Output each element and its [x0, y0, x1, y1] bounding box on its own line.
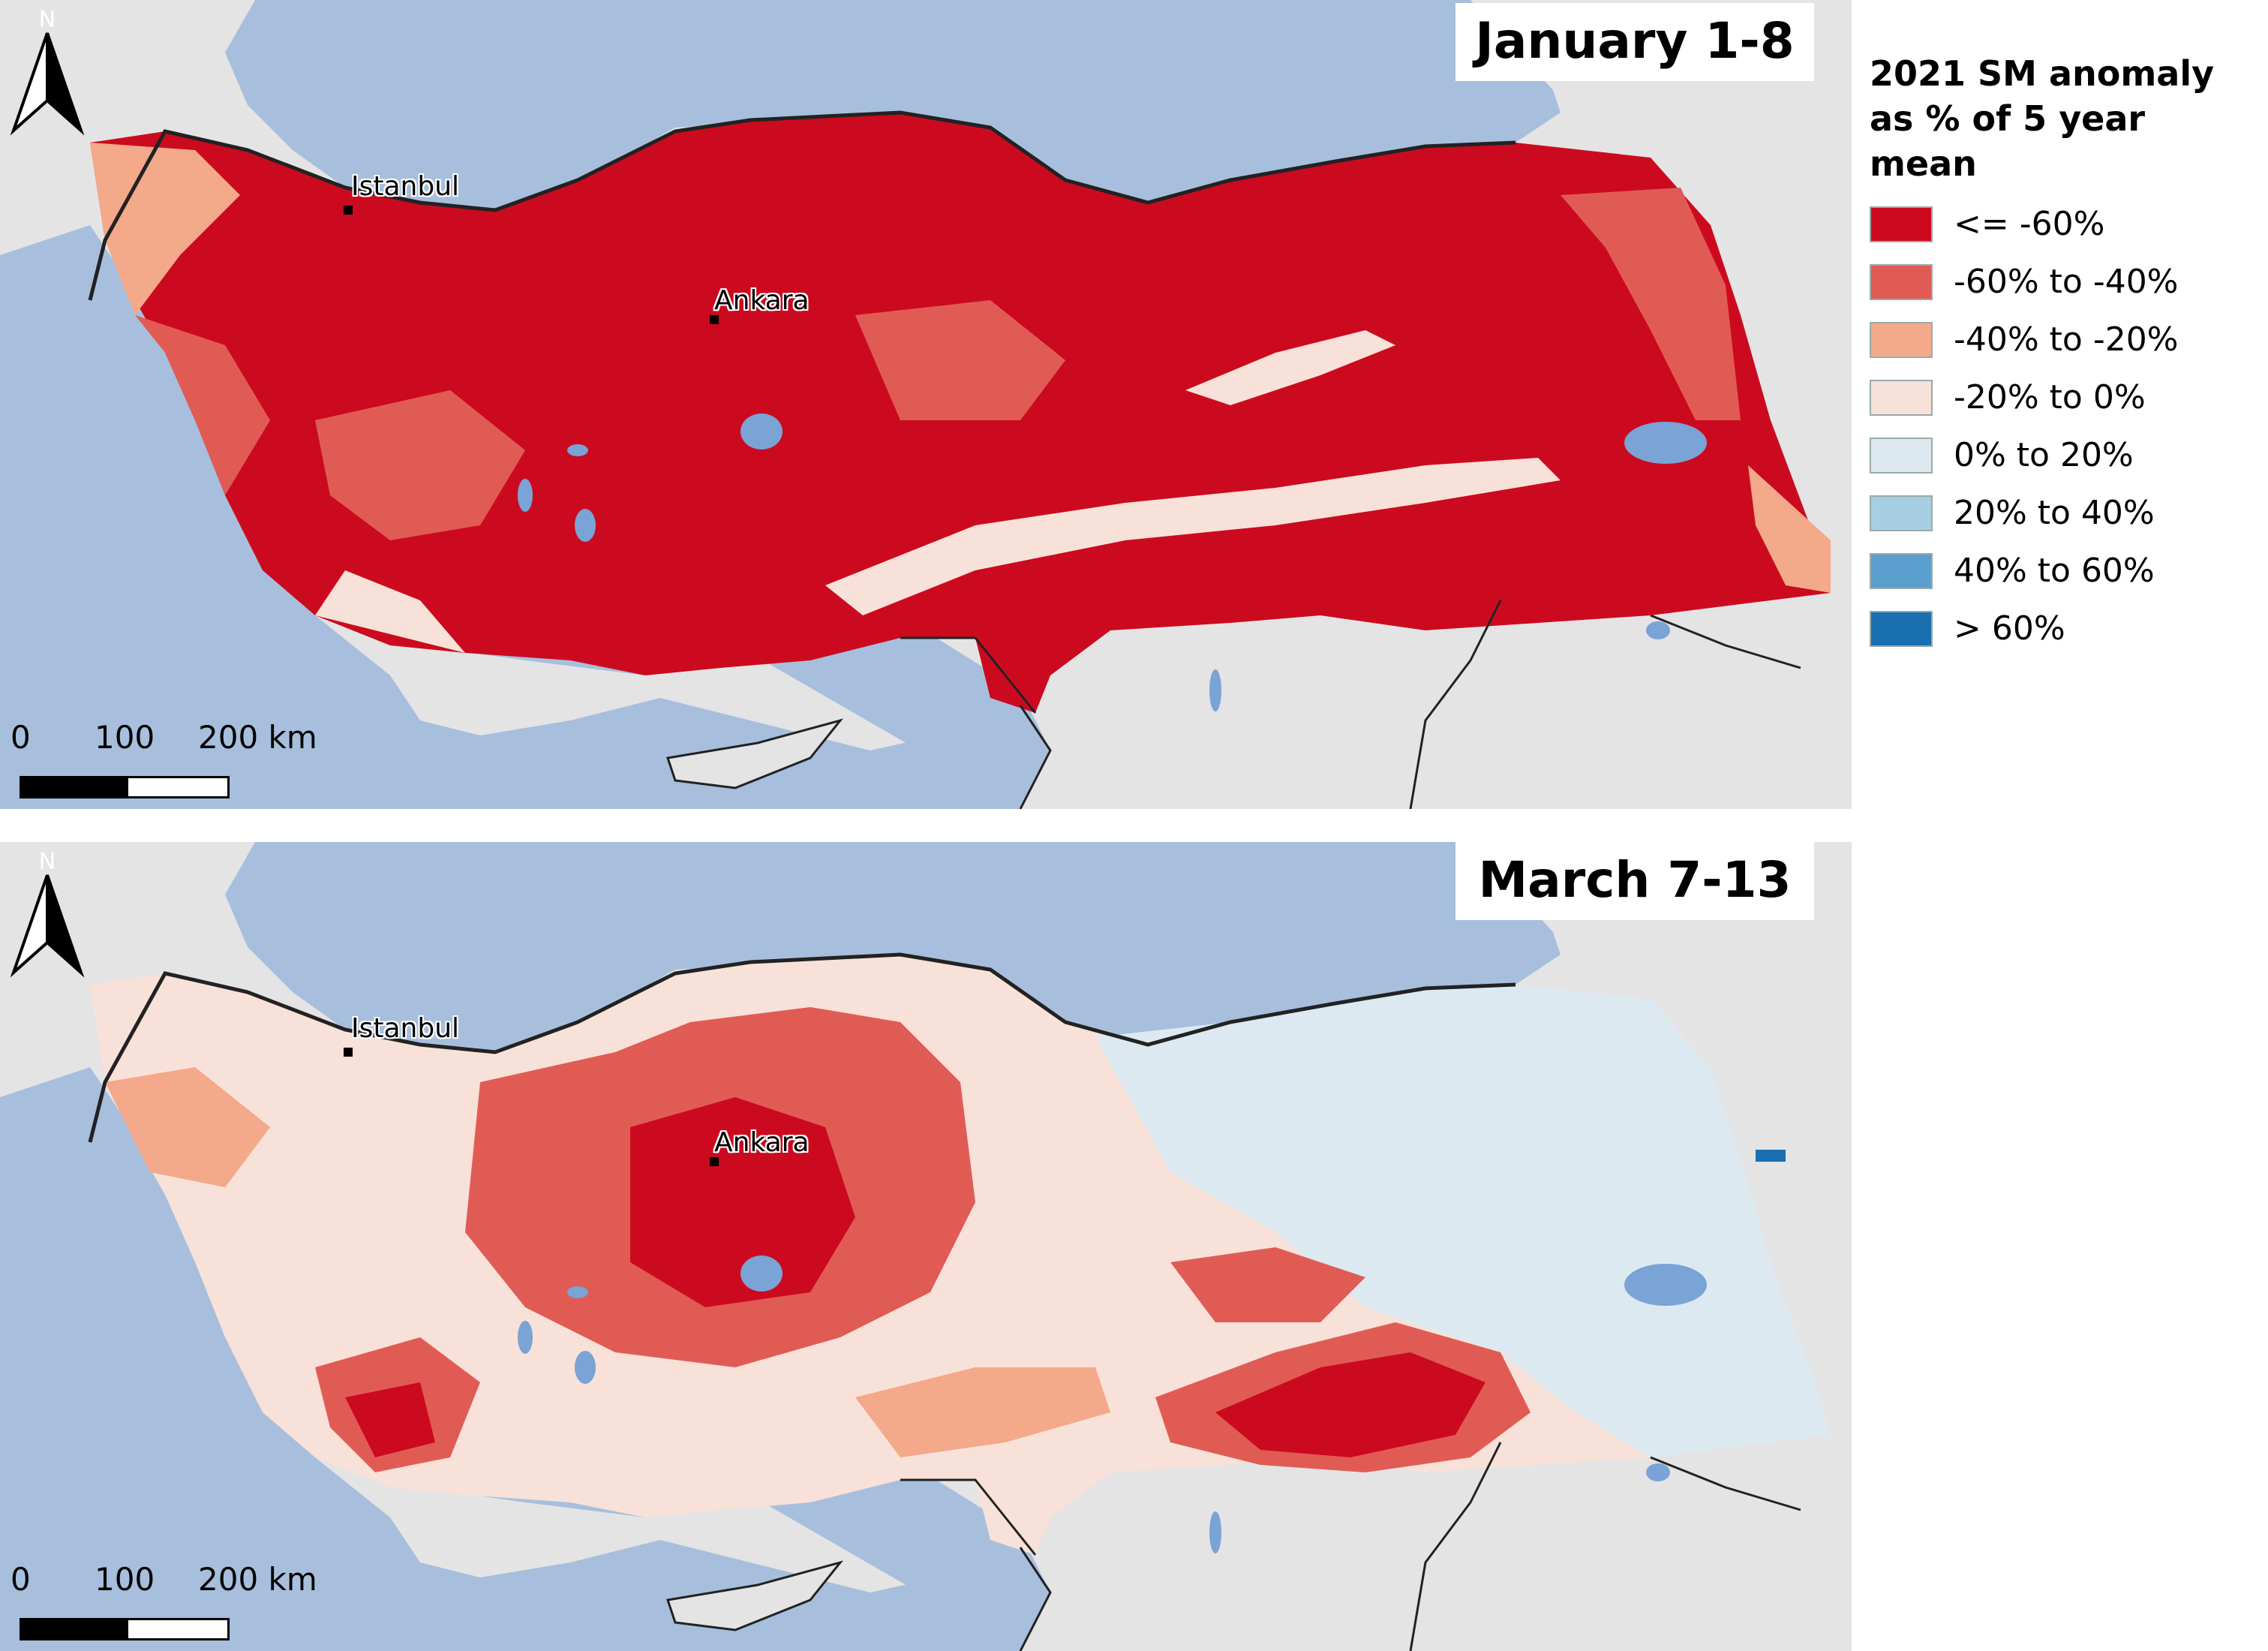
map-panel-january: N January 1-8 Istanbul Ankara 0 100 200 … [0, 0, 1852, 809]
scale-label-zero: 0 [11, 719, 31, 756]
city-marker-istanbul [344, 1048, 353, 1057]
map-january [0, 0, 1852, 809]
scale-label-mid: 100 [95, 1561, 155, 1598]
legend-swatch [1870, 379, 1933, 416]
city-marker-istanbul [344, 206, 353, 215]
map-march [0, 842, 1852, 1651]
legend-swatch [1870, 495, 1933, 531]
legend-label: -20% to 0% [1954, 378, 2146, 417]
legend-label: > 60% [1954, 609, 2065, 648]
scale-bar-black [20, 1618, 128, 1640]
north-arrow-icon: N [10, 7, 85, 136]
legend-item: 20% to 40% [1870, 484, 2260, 542]
scale-bar-white [126, 776, 230, 798]
scale-label-mid: 100 [95, 719, 155, 756]
legend-title: 2021 SM anomaly as % of 5 year mean [1870, 53, 2215, 184]
north-arrow-icon: N [10, 849, 85, 978]
map-panel-march: N March 7-13 Istanbul Ankara 0 100 200 k… [0, 842, 1852, 1651]
legend-swatch [1870, 206, 1933, 242]
legend-label: 20% to 40% [1954, 494, 2155, 532]
city-label-istanbul: Istanbul [351, 1013, 460, 1044]
legend-label: -60% to -40% [1954, 263, 2179, 301]
north-label: N [39, 7, 56, 33]
scale-label-zero: 0 [11, 1561, 31, 1598]
legend-item: <= -60% [1870, 195, 2260, 253]
legend-swatch [1870, 552, 1933, 589]
city-marker-ankara [710, 315, 719, 324]
city-label-istanbul: Istanbul [351, 171, 460, 202]
legend-item: 0% to 20% [1870, 426, 2260, 484]
legend-item: -60% to -40% [1870, 253, 2260, 311]
legend-label: <= -60% [1954, 205, 2105, 243]
legend-swatch [1870, 610, 1933, 647]
scale-bar-black [20, 776, 128, 798]
north-label: N [39, 849, 56, 875]
legend-item: -40% to -20% [1870, 311, 2260, 368]
legend-swatch [1870, 263, 1933, 300]
city-label-ankara: Ankara [714, 1127, 810, 1158]
legend-item: > 60% [1870, 600, 2260, 657]
legend-item: -20% to 0% [1870, 368, 2260, 426]
scale-label-end: 200 km [198, 1561, 317, 1598]
legend-label: 0% to 20% [1954, 436, 2134, 474]
scale-bar-white [126, 1618, 230, 1640]
legend-swatch [1870, 321, 1933, 358]
city-label-ankara: Ankara [714, 285, 810, 316]
legend-label: 40% to 60% [1954, 552, 2155, 590]
panel-title: January 1-8 [1455, 3, 1814, 81]
legend-item: 40% to 60% [1870, 542, 2260, 600]
city-marker-ankara [710, 1157, 719, 1166]
legend-label: -40% to -20% [1954, 320, 2179, 359]
legend-swatch [1870, 437, 1933, 474]
legend-rows: <= -60% -60% to -40% -40% to -20% -20% to 0… [1870, 195, 2260, 657]
panel-title: March 7-13 [1455, 842, 1814, 920]
map-legend: 2021 SM anomaly as % of 5 year mean <= -… [1870, 51, 2260, 657]
scale-label-end: 200 km [198, 719, 317, 756]
